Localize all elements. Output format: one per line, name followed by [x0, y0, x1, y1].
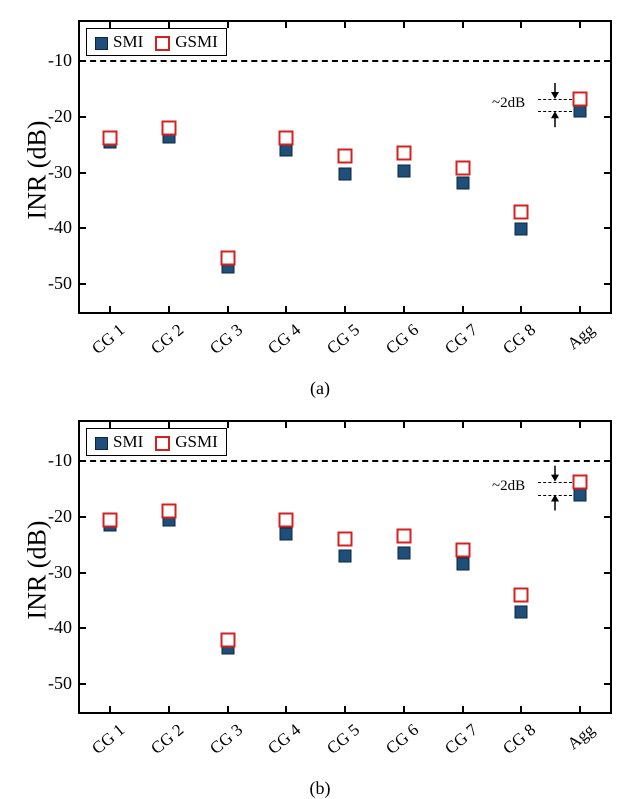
ytick-label: -50	[32, 673, 72, 694]
xtick-label: CG 1	[78, 720, 129, 767]
marker-smi	[339, 549, 352, 562]
legend-gsmi-label: GSMI	[175, 32, 218, 51]
xtick-label: CG 3	[195, 720, 246, 767]
marker-gsmi	[338, 148, 353, 163]
marker-smi	[515, 605, 528, 618]
marker-gsmi	[396, 529, 411, 544]
marker-gsmi	[279, 131, 294, 146]
xtick-label: CG 4	[254, 720, 305, 767]
xtick-label: CG 2	[136, 320, 187, 367]
marker-gsmi	[514, 587, 529, 602]
chart-panel-b: -10-20-30-40-50CG 1CG 2CG 3CG 4CG 5CG 6C…	[78, 420, 612, 714]
xtick-label: CG 5	[313, 320, 364, 367]
marker-gsmi	[220, 250, 235, 265]
xtick-label: Agg	[548, 720, 599, 767]
marker-gsmi	[573, 91, 588, 106]
marker-smi	[456, 176, 469, 189]
ytick-label: -10	[32, 450, 72, 471]
xtick-label: Agg	[548, 320, 599, 367]
legend: SMI GSMI	[86, 28, 227, 56]
xtick-label: CG 7	[430, 320, 481, 367]
marker-smi	[456, 558, 469, 571]
annotation-arrows	[80, 422, 610, 712]
annotation-2db: ~2dB	[492, 478, 525, 495]
marker-gsmi	[338, 532, 353, 547]
ytick-label: -40	[32, 217, 72, 238]
marker-smi	[339, 167, 352, 180]
marker-smi	[397, 164, 410, 177]
xtick-label: CG 6	[371, 320, 422, 367]
xtick-label: CG 4	[254, 320, 305, 367]
ytick-label: -50	[32, 273, 72, 294]
caption-a: (a)	[0, 378, 640, 399]
legend-gsmi-label: GSMI	[175, 432, 218, 451]
marker-smi	[397, 547, 410, 560]
ytick-label: -30	[32, 562, 72, 583]
marker-gsmi	[279, 512, 294, 527]
xtick-label: CG 7	[430, 720, 481, 767]
marker-smi	[574, 488, 587, 501]
marker-gsmi	[161, 504, 176, 519]
marker-smi	[515, 223, 528, 236]
marker-gsmi	[573, 474, 588, 489]
legend-smi-label: SMI	[113, 32, 143, 51]
xtick-label: CG 1	[78, 320, 129, 367]
xtick-label: CG 6	[371, 720, 422, 767]
marker-gsmi	[103, 512, 118, 527]
legend: SMI GSMI	[86, 428, 227, 456]
ytick-label: -10	[32, 50, 72, 71]
marker-smi	[574, 105, 587, 118]
marker-gsmi	[103, 131, 118, 146]
marker-gsmi	[455, 161, 470, 176]
marker-gsmi	[220, 632, 235, 647]
legend-smi-label: SMI	[113, 432, 143, 451]
marker-smi	[280, 527, 293, 540]
figure-container: INR (dB) -10-20-30-40-50CG 1CG 2CG 3CG 4…	[0, 0, 640, 796]
threshold-line	[80, 460, 610, 462]
marker-gsmi	[514, 204, 529, 219]
marker-gsmi	[161, 120, 176, 135]
marker-gsmi	[455, 543, 470, 558]
ytick-label: -20	[32, 106, 72, 127]
ytick-label: -30	[32, 162, 72, 183]
xtick-label: CG 8	[489, 720, 540, 767]
threshold-line	[80, 60, 610, 62]
marker-smi	[280, 144, 293, 157]
xtick-label: CG 8	[489, 320, 540, 367]
ytick-label: -20	[32, 506, 72, 527]
chart-panel-a: -10-20-30-40-50CG 1CG 2CG 3CG 4CG 5CG 6C…	[78, 20, 612, 314]
annotation-2db: ~2dB	[492, 95, 525, 112]
marker-gsmi	[396, 146, 411, 161]
xtick-label: CG 5	[313, 720, 364, 767]
ytick-label: -40	[32, 617, 72, 638]
xtick-label: CG 2	[136, 720, 187, 767]
xtick-label: CG 3	[195, 320, 246, 367]
